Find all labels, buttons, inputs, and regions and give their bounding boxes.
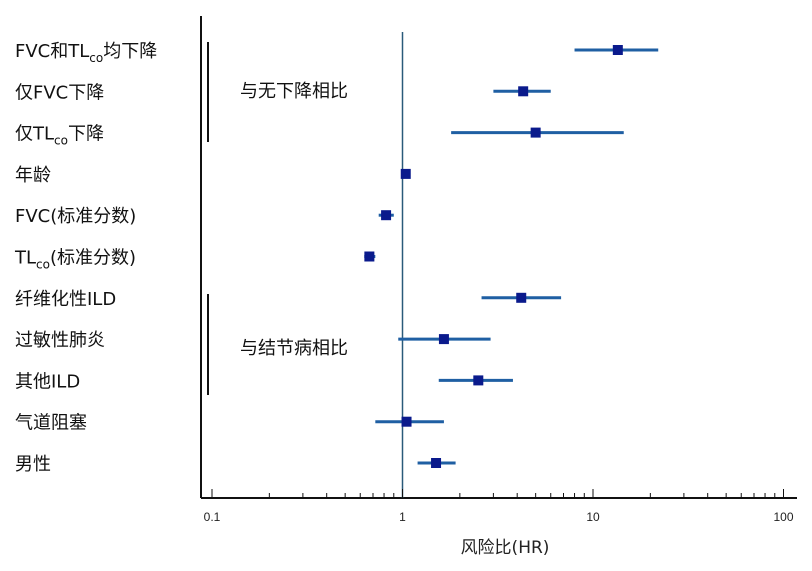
row-label: TLco(标准分数) [14, 248, 136, 272]
row-label-main: TL [14, 248, 36, 269]
row-label: 气道阻塞 [15, 413, 87, 434]
group-label: 与结节病相比 [240, 338, 348, 359]
x-axis-title: 风险比(HR) [461, 538, 550, 558]
hr-marker [438, 334, 449, 345]
row-label: 男性 [15, 454, 51, 475]
row-label: 其他ILD [15, 371, 80, 392]
row-label: 纤维化性ILD [15, 289, 116, 310]
row-label: 仅FVC下降 [15, 82, 104, 103]
row-label-main: 仅TL [15, 124, 54, 145]
row-label-suffix: 均下降 [103, 41, 157, 62]
row-label: 过敏性肺炎 [15, 330, 105, 351]
row-label-main: 年龄 [15, 165, 51, 186]
hr-marker [473, 375, 484, 386]
row-label: 仅TLco下降 [15, 124, 104, 148]
hr-marker [401, 416, 412, 427]
x-tick-label: 100 [773, 510, 793, 524]
group-label: 与无下降相比 [240, 81, 348, 102]
row-label-main: FVC和TL [15, 41, 89, 62]
hr-marker [516, 292, 527, 303]
row-label-main: FVC(标准分数) [15, 206, 136, 227]
hr-marker [381, 210, 392, 221]
row-label-main: 过敏性肺炎 [15, 330, 105, 351]
x-tick-label: 10 [586, 510, 600, 524]
hr-marker [612, 45, 623, 55]
hr-marker [431, 458, 442, 468]
row-label: FVC和TLco均下降 [15, 41, 157, 65]
row-label-subscript: co [54, 134, 68, 148]
row-label-main: 纤维化性ILD [15, 289, 116, 310]
row-label-subscript: co [89, 51, 103, 65]
hr-marker [400, 168, 411, 179]
axes: 0.1 1 10 100 [200, 16, 797, 524]
row-label: 年龄 [15, 165, 51, 186]
hr-marker [518, 86, 529, 97]
hr-marker [364, 251, 375, 262]
row-labels: FVC和TLco均下降仅FVC下降仅TLco下降年龄FVC(标准分数)TLco(… [14, 41, 157, 475]
x-tick-label: 0.1 [204, 510, 221, 524]
row-label-main: 气道阻塞 [15, 413, 87, 434]
row-label: FVC(标准分数) [15, 206, 136, 227]
row-label-subscript: co [36, 258, 50, 272]
row-label-main: 仅FVC下降 [15, 82, 104, 103]
data-marks [364, 45, 659, 468]
hr-marker [530, 127, 541, 138]
row-label-main: 其他ILD [15, 371, 80, 392]
x-tick-label: 1 [399, 510, 406, 524]
row-label-main: 男性 [15, 454, 51, 475]
row-label-suffix: (标准分数) [50, 248, 136, 269]
row-label-suffix: 下降 [68, 124, 104, 145]
